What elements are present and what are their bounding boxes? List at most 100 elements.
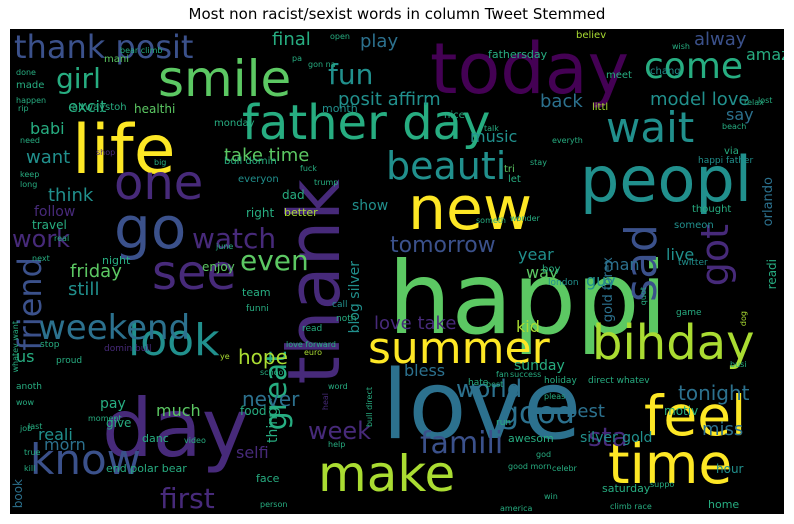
word-music: music (470, 127, 518, 146)
word-boy: boy (542, 264, 561, 275)
word-book: book (11, 479, 25, 509)
word-open: open (330, 32, 350, 41)
word-selfi: selfi (236, 443, 269, 462)
word-saturday: saturday (602, 482, 651, 495)
word-final: final (272, 29, 311, 50)
word-home: home (708, 498, 740, 511)
word-new: new (408, 174, 533, 244)
word-fun: fun (328, 58, 374, 91)
word-video: video (184, 436, 206, 445)
word-play: play (360, 31, 399, 52)
word-week: week (308, 417, 372, 445)
word-everyon: everyon (238, 174, 279, 185)
word-man: man (604, 255, 640, 274)
word-world: world (456, 375, 523, 403)
word-look: look (128, 315, 220, 366)
word-dad: dad (282, 188, 305, 202)
word-see: see (152, 245, 237, 301)
word-wait: wait (606, 103, 695, 152)
word-person: person (260, 500, 288, 509)
word-model-love: model love (650, 89, 750, 110)
word-take-time: take time (224, 145, 310, 166)
word-nice: nice (444, 110, 465, 121)
word-face: face (256, 472, 280, 485)
word-sta: sta (588, 423, 628, 453)
word-way: way (526, 263, 559, 282)
word-bear-climb: bear climb (120, 46, 163, 55)
word-think: think (48, 185, 94, 206)
word-help: help (328, 440, 346, 449)
word-proud: proud (56, 356, 83, 366)
word-call: call (332, 300, 348, 310)
word-pa: pa (292, 54, 302, 63)
word-summer: summer (368, 323, 550, 374)
word-today: today (430, 29, 630, 110)
word-never: never (242, 387, 300, 411)
word-someon: someon (674, 220, 714, 231)
word-hour: hour (716, 462, 744, 476)
word-holiday: holiday (544, 376, 577, 386)
word-work: work (12, 225, 71, 253)
word-friday: friday (70, 261, 122, 282)
word-someth: someth (476, 216, 506, 225)
word-relax: relax (744, 98, 764, 107)
word-miss: miss (702, 419, 744, 440)
word-first: first (160, 482, 215, 514)
word-girl: girl (56, 62, 101, 95)
word-awesom: awesom (508, 432, 554, 445)
word-read: read (302, 324, 323, 334)
word-travel: travel (32, 218, 67, 232)
word-thing: thing (265, 407, 281, 444)
word-school: school (260, 368, 286, 377)
word-alway: alway (694, 29, 747, 50)
word-dog: dog (739, 311, 748, 327)
word-job: job (20, 424, 33, 433)
word-go: go (114, 194, 187, 262)
word-meet: meet (606, 70, 632, 81)
word-made: made (16, 80, 45, 91)
word-direct-whatev: direct whatev (588, 376, 650, 386)
word-healthi: healthi (134, 102, 176, 116)
word-orlando: orlando (761, 177, 776, 227)
word-thought: thought (692, 204, 732, 215)
word-follow: follow (34, 204, 76, 220)
word-thank-posit: thank posit (14, 29, 194, 66)
word-weekend: weekend (38, 308, 191, 348)
word-success: success (510, 370, 542, 379)
word-domin-bull: domin bull (104, 344, 152, 354)
word-littl: littl (592, 102, 609, 113)
word-lost: lost (758, 96, 773, 105)
word-let: let (508, 174, 521, 185)
word-stop: stop (40, 340, 60, 350)
word-morn: morn (44, 435, 86, 454)
word-love-take: love take (374, 313, 457, 334)
word-kid: kid (516, 317, 540, 336)
word-tri: tri (504, 164, 515, 175)
word-come: come (644, 46, 744, 87)
word-team: team (242, 286, 271, 299)
word-beauti: beauti (386, 144, 507, 188)
word-pay: pay (100, 396, 126, 412)
word-watch: watch (192, 222, 277, 255)
word-got: got (693, 224, 737, 287)
word-wish: wish (672, 42, 691, 51)
word-fan: fan (496, 370, 509, 379)
word-want: want (26, 147, 71, 168)
word-wow: wow (16, 398, 34, 407)
word-live: live (666, 245, 695, 264)
word-food: food (240, 404, 267, 418)
word-whatev-want: whatev want (11, 321, 20, 373)
word-bihday: bihday (592, 315, 755, 371)
word-noth: noth (336, 314, 357, 324)
word-last: last (28, 422, 43, 431)
word-better: better (284, 206, 318, 219)
word-quot: quot (639, 287, 648, 306)
word-reali: reali (38, 425, 73, 444)
word-one: one (114, 155, 204, 211)
word-love: love (382, 351, 582, 461)
word-gon-na: gon na (308, 60, 336, 69)
word-wonder: wonder (510, 214, 540, 223)
word-end-polar-bear: end polar bear (106, 462, 187, 475)
word-time: time (608, 432, 733, 496)
word-posit-affirm: posit affirm (338, 89, 441, 110)
